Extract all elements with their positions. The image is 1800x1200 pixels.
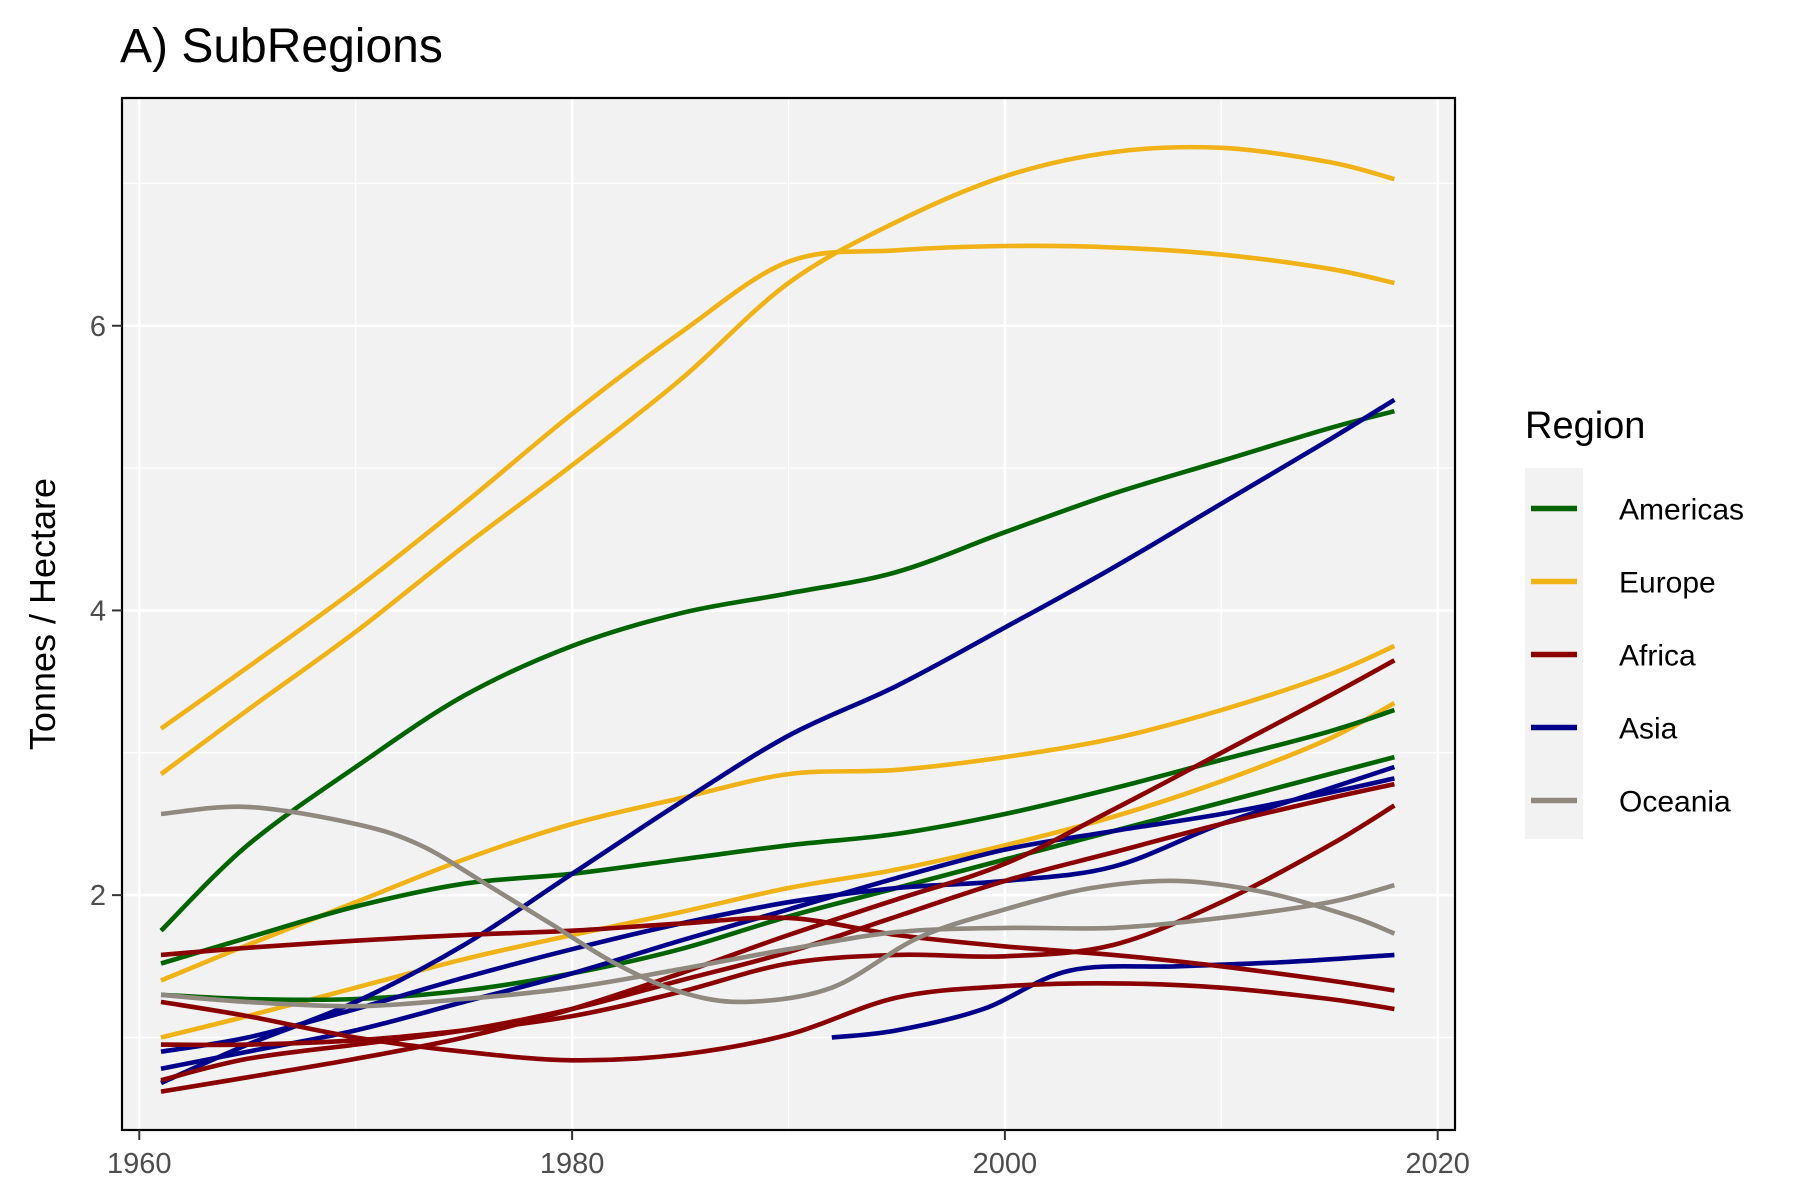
series-line-europe-1: [159, 243, 1395, 731]
series-line-africa-14: [160, 803, 1396, 1048]
chart-title: A) SubRegions: [120, 20, 443, 73]
legend: Region Americas Europe Africa Asia Oceania: [1525, 405, 1744, 839]
panel-border: [120, 96, 1457, 1132]
series-line-africa-15: [160, 658, 1396, 1094]
legend-label-americas: Americas: [1619, 494, 1744, 527]
y-tick-label: 6: [90, 311, 106, 343]
series-line-americas-6: [160, 707, 1396, 966]
series-line-americas-5: [159, 408, 1395, 933]
series-lines: [159, 144, 1396, 1094]
y-axis-title: Tonnes / Hectare: [22, 478, 63, 750]
series-line-europe-4: [160, 700, 1396, 1040]
legend-label-africa: Africa: [1619, 640, 1696, 673]
legend-label-oceania: Oceania: [1619, 786, 1731, 819]
legend-label-asia: Asia: [1619, 713, 1678, 746]
series-line-europe-2: [159, 144, 1395, 776]
panel-outline: [120, 96, 1457, 1132]
series-line-africa-13: [160, 981, 1395, 1063]
legend-label-europe: Europe: [1619, 567, 1716, 600]
x-tick-label: 1960: [107, 1148, 172, 1180]
series-line-africa-16: [160, 781, 1395, 1083]
series-line-oceania-17: [160, 804, 1396, 1005]
x-tick-label: 1980: [540, 1148, 605, 1180]
series-line-asia-8: [831, 952, 1395, 1040]
series-line-asia-9: [160, 397, 1396, 1086]
x-tick-label: 2020: [1405, 1148, 1470, 1180]
series-line-africa-12: [160, 915, 1395, 993]
legend-title: Region: [1525, 405, 1645, 447]
series-line-asia-11: [160, 776, 1395, 1072]
axes: 1960 1980 2000 2020 2 4 6: [90, 311, 1470, 1180]
series-line-oceania-18: [160, 882, 1395, 1009]
y-tick-label: 4: [90, 595, 106, 627]
series-line-europe-3: [160, 643, 1396, 983]
y-tick-label: 2: [90, 880, 106, 912]
x-tick-label: 2000: [973, 1148, 1038, 1180]
